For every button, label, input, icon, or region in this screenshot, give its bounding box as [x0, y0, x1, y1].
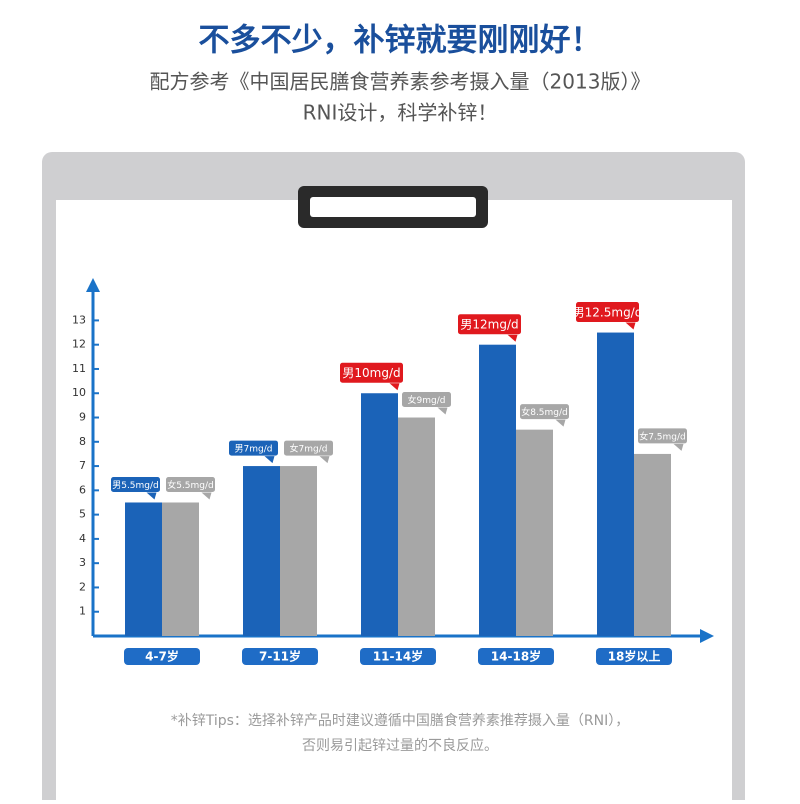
subtitle: RNI设计，科学补锌！ — [303, 101, 498, 125]
y-tick-label: 5 — [79, 508, 86, 521]
bar — [280, 466, 317, 636]
bar — [125, 502, 162, 636]
value-label: 女5.5mg/d — [167, 479, 214, 491]
value-label-bg — [637, 427, 688, 445]
subtitle: 配方参考《中国居民膳食营养素参考摄入量（2013版）》 — [150, 70, 651, 94]
bar — [597, 332, 634, 636]
clip-hole — [310, 197, 476, 217]
y-tick-label: 6 — [79, 483, 86, 496]
x-tick-label: 4-7岁 — [145, 649, 179, 664]
value-label: 男7mg/d — [235, 444, 273, 455]
bar — [243, 466, 280, 636]
value-label-bg — [457, 313, 522, 336]
x-tick-box — [242, 648, 318, 665]
value-label-bg — [283, 439, 334, 457]
x-axis-arrow — [700, 629, 714, 643]
y-tick-label: 13 — [72, 313, 86, 326]
value-label-bg — [575, 301, 640, 324]
y-tick-label: 1 — [79, 605, 86, 618]
bar — [398, 417, 435, 636]
y-tick-label: 3 — [79, 556, 86, 569]
x-tick-label: 11-14岁 — [373, 649, 423, 664]
bar — [516, 429, 553, 636]
x-tick-box — [124, 648, 200, 665]
x-tick-label: 18岁以上 — [608, 649, 661, 664]
value-label: 男10mg/d — [342, 366, 400, 380]
value-label-bg — [339, 361, 404, 384]
x-tick-box — [596, 648, 672, 665]
y-tick-label: 8 — [79, 435, 86, 448]
footnote: *补锌Tips：选择补锌产品时建议遵循中国膳食营养素推荐摄入量（RNI）， — [171, 712, 630, 729]
title: 不多不少，补锌就要刚刚好！ — [199, 23, 602, 59]
y-tick-label: 4 — [79, 532, 86, 545]
y-tick-label: 10 — [72, 386, 86, 399]
value-label-pointer — [201, 492, 212, 500]
y-axis-arrow — [86, 278, 100, 292]
value-label-pointer — [319, 456, 330, 464]
x-tick-label: 7-11岁 — [259, 649, 301, 664]
y-tick-label: 7 — [79, 459, 86, 472]
value-label-pointer — [555, 419, 566, 427]
value-label-bg — [165, 475, 216, 493]
value-label: 男12mg/d — [460, 318, 518, 332]
x-tick-label: 14-18岁 — [491, 649, 541, 664]
value-label: 女8.5mg/d — [521, 406, 568, 418]
value-label-pointer — [673, 443, 684, 451]
bar — [479, 344, 516, 636]
value-label-pointer — [437, 407, 448, 415]
y-tick-label: 2 — [79, 580, 86, 593]
value-label-pointer — [146, 492, 157, 500]
value-label-bg — [519, 403, 570, 421]
value-label-pointer — [389, 383, 400, 391]
footnote: 否则易引起锌过量的不良反应。 — [302, 737, 498, 754]
value-label-pointer — [625, 322, 636, 330]
value-label: 女9mg/d — [408, 394, 446, 406]
value-label: 女7.5mg/d — [639, 430, 686, 442]
value-label-pointer — [264, 456, 275, 464]
value-label-bg — [401, 391, 452, 409]
value-label: 男5.5mg/d — [112, 480, 159, 491]
x-tick-box — [360, 648, 436, 665]
y-tick-label: 11 — [72, 362, 86, 375]
value-label-pointer — [507, 334, 518, 342]
value-label-bg — [228, 439, 279, 457]
x-tick-box — [478, 648, 554, 665]
value-label: 女7mg/d — [290, 443, 328, 455]
bar — [361, 393, 398, 636]
bar — [162, 502, 199, 636]
value-label-bg — [110, 475, 161, 493]
bar — [634, 453, 671, 636]
y-tick-label: 9 — [79, 411, 86, 424]
value-label: 男12.5mg/d — [573, 306, 643, 320]
y-tick-label: 12 — [72, 338, 86, 351]
